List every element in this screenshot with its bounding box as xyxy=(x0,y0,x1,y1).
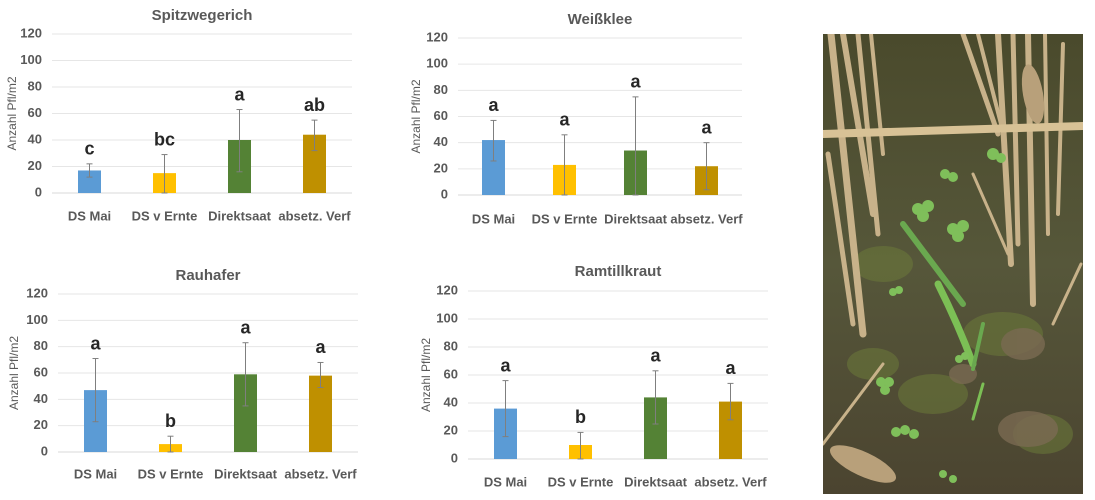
significance-letter: a xyxy=(630,72,641,92)
x-tick-label: Direktsaat xyxy=(214,466,278,481)
significance-letter: a xyxy=(500,355,511,375)
y-tick-label: 40 xyxy=(28,131,42,146)
significance-letter: b xyxy=(165,411,176,431)
x-tick-label: DS Mai xyxy=(472,211,515,226)
y-tick-label: 20 xyxy=(34,417,48,432)
chart-title: Rauhafer xyxy=(175,267,240,284)
y-tick-label: 0 xyxy=(41,443,48,458)
significance-letter: bc xyxy=(154,129,175,149)
y-tick-label: 0 xyxy=(441,186,448,201)
bar-direktsaat xyxy=(234,374,257,452)
x-tick-label: absetz. Verf xyxy=(670,211,743,226)
significance-letter: a xyxy=(234,84,245,104)
x-tick-label: DS v Ernte xyxy=(138,466,204,481)
chart-title: Ramtillkraut xyxy=(575,263,662,280)
bar-ds-mai xyxy=(482,140,505,195)
significance-letter: a xyxy=(650,346,661,366)
green-seedlings xyxy=(900,221,985,421)
bar-direktsaat xyxy=(644,397,667,459)
significance-letter: ab xyxy=(304,95,325,115)
x-tick-label: DS Mai xyxy=(74,466,117,481)
y-tick-label: 40 xyxy=(34,391,48,406)
rocks xyxy=(949,328,1058,447)
y-tick-label: 40 xyxy=(434,134,448,149)
y-tick-label: 80 xyxy=(34,338,48,353)
y-tick-label: 60 xyxy=(434,108,448,123)
significance-letter: b xyxy=(575,407,586,427)
significance-letter: c xyxy=(84,139,94,159)
x-tick-label: DS Mai xyxy=(484,474,527,489)
charts-panel: Spitzwegerich Anzahl Pfl/m2 0 20 40 60 80 100 12… xyxy=(5,7,768,489)
x-tick-label: absetz. Verf xyxy=(694,474,767,489)
significance-letter: a xyxy=(725,358,736,378)
x-tick-label: Direktsaat xyxy=(604,211,668,226)
bar-absetz-verf xyxy=(309,375,332,452)
significance-letter: a xyxy=(559,110,570,130)
significance-letter: a xyxy=(240,317,251,337)
y-tick-label: 100 xyxy=(20,52,42,67)
y-tick-label: 20 xyxy=(28,158,42,173)
y-tick-label: 120 xyxy=(26,285,48,300)
chart-title: Spitzwegerich xyxy=(152,7,253,24)
chart-wei-klee: Weißklee Anzahl Pfl/m2 0 20 40 60 80 100 120 a DS … xyxy=(409,11,743,226)
y-tick-label: 60 xyxy=(34,364,48,379)
y-axis-label: Anzahl Pfl/m2 xyxy=(5,76,19,150)
clover-leaves xyxy=(876,148,1006,483)
y-axis-label: Anzahl Pfl/m2 xyxy=(409,79,423,153)
y-tick-label: 40 xyxy=(444,394,458,409)
y-tick-label: 120 xyxy=(436,282,458,297)
chart-title: Weißklee xyxy=(568,11,633,28)
y-tick-label: 0 xyxy=(451,450,458,465)
x-tick-label: absetz. Verf xyxy=(284,466,357,481)
y-tick-label: 100 xyxy=(26,312,48,327)
chart-ramtillkraut: Ramtillkraut Anzahl Pfl/m2 0 20 40 60 80 100 120… xyxy=(419,263,768,489)
significance-letter: a xyxy=(701,117,712,137)
x-tick-label: absetz. Verf xyxy=(278,208,351,223)
y-tick-label: 20 xyxy=(434,160,448,175)
y-tick-label: 60 xyxy=(28,105,42,120)
y-tick-label: 100 xyxy=(436,310,458,325)
x-tick-label: DS v Ernte xyxy=(532,211,598,226)
y-tick-label: 60 xyxy=(444,366,458,381)
y-axis-label: Anzahl Pfl/m2 xyxy=(419,338,433,412)
x-tick-label: Direktsaat xyxy=(208,208,272,223)
y-tick-label: 80 xyxy=(28,78,42,93)
y-tick-label: 80 xyxy=(434,82,448,97)
y-tick-label: 120 xyxy=(20,25,42,40)
x-tick-label: DS v Ernte xyxy=(548,474,614,489)
y-tick-label: 120 xyxy=(426,29,448,44)
y-tick-label: 100 xyxy=(426,56,448,71)
bar-ds-mai xyxy=(78,170,101,193)
bar-absetz-verf xyxy=(719,401,742,459)
y-tick-label: 0 xyxy=(35,184,42,199)
x-tick-label: Direktsaat xyxy=(624,474,688,489)
y-axis-label: Anzahl Pfl/m2 xyxy=(7,336,21,410)
x-tick-label: DS Mai xyxy=(68,208,111,223)
chart-spitzwegerich: Spitzwegerich Anzahl Pfl/m2 0 20 40 60 80 100 12… xyxy=(5,7,352,223)
y-tick-label: 80 xyxy=(444,338,458,353)
x-tick-label: DS v Ernte xyxy=(132,208,198,223)
significance-letter: a xyxy=(488,95,499,115)
y-tick-label: 20 xyxy=(444,422,458,437)
significance-letter: a xyxy=(90,333,101,353)
significance-letter: a xyxy=(315,337,326,357)
wheat-ears xyxy=(829,64,1045,483)
chart-rauhafer: Rauhafer Anzahl Pfl/m2 0 20 40 60 80 100 120 a DS … xyxy=(7,267,358,481)
field-photo xyxy=(823,34,1083,494)
bar-absetz-verf xyxy=(303,134,326,193)
